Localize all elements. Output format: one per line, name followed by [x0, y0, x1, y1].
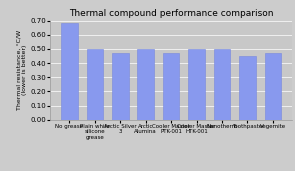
- Bar: [239, 56, 256, 120]
- Bar: [112, 53, 129, 120]
- Y-axis label: Thermal resistance, °C/W
(lower is better): Thermal resistance, °C/W (lower is bette…: [16, 30, 27, 110]
- Bar: [61, 23, 78, 120]
- Bar: [86, 49, 103, 120]
- Bar: [214, 49, 230, 120]
- Title: Thermal compound performance comparison: Thermal compound performance comparison: [69, 9, 273, 18]
- Bar: [163, 53, 179, 120]
- Bar: [188, 49, 205, 120]
- Bar: [137, 49, 154, 120]
- Bar: [265, 53, 281, 120]
